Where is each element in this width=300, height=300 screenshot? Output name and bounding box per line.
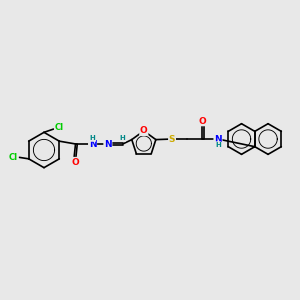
Text: N: N [214, 134, 222, 143]
Text: Cl: Cl [9, 153, 18, 162]
Text: O: O [71, 158, 79, 166]
Text: O: O [140, 126, 148, 135]
Text: H: H [90, 135, 95, 141]
Text: S: S [169, 134, 175, 143]
Text: Cl: Cl [55, 122, 64, 131]
Text: N: N [104, 140, 112, 148]
Text: N: N [89, 140, 96, 148]
Text: H: H [120, 135, 125, 141]
Text: H: H [215, 142, 221, 148]
Text: O: O [199, 117, 206, 126]
